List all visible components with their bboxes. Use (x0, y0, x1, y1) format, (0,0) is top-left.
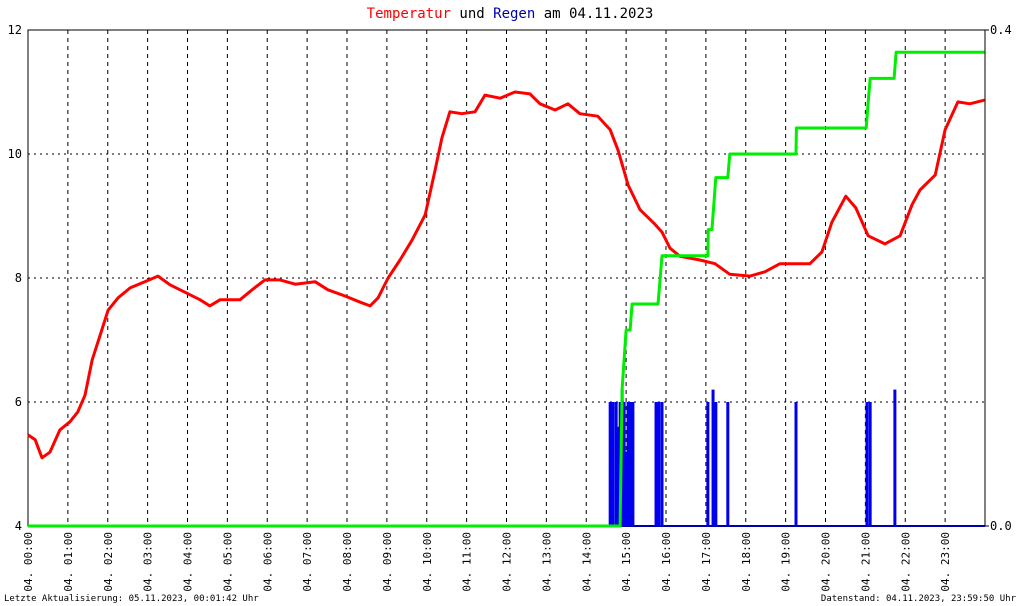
x-tick-label: 04. 13:00 (540, 532, 553, 592)
y-tick-label: 8 (15, 271, 22, 285)
x-tick-label: 04. 04:00 (182, 532, 195, 592)
rain-bar (631, 402, 635, 526)
x-tick-label: 04. 10:00 (421, 532, 434, 592)
rain-bar (726, 402, 730, 526)
x-tick-label: 04. 00:00 (22, 532, 35, 592)
rain-bar (706, 402, 710, 526)
chart-title: Temperatur und Regen am 04.11.2023 (367, 6, 654, 22)
y-tick-label: 4 (15, 519, 22, 533)
rain-bar (614, 402, 618, 526)
title-word: am 04.11.2023 (544, 6, 654, 22)
rain-bar (714, 402, 718, 526)
y-tick-label: 10 (8, 147, 22, 161)
rain-bar (616, 426, 620, 526)
x-tick-label: 04. 22:00 (899, 532, 912, 592)
x-tick-label: 04. 09:00 (381, 532, 394, 592)
y2-tick-label: 0.4 (990, 23, 1012, 37)
x-tick-label: 04. 08:00 (341, 532, 354, 592)
rain-bar (626, 402, 630, 526)
x-tick-label: 04. 01:00 (62, 532, 75, 592)
rain-bar (794, 402, 798, 526)
x-tick-label: 04. 16:00 (660, 532, 673, 592)
title-rain: Regen (493, 6, 535, 22)
rain-bar (660, 402, 664, 526)
rain-bar (657, 402, 661, 526)
x-tick-label: 04. 11:00 (461, 532, 474, 592)
x-tick-label: 04. 12:00 (501, 532, 514, 592)
rain-bar (624, 451, 628, 526)
x-tick-label: 04. 23:00 (939, 532, 952, 592)
title-word: und (459, 6, 484, 22)
rain-bar (628, 402, 632, 526)
rain-bar (608, 402, 612, 526)
title-temperature: Temperatur (367, 6, 451, 22)
x-tick-label: 04. 05:00 (221, 532, 234, 592)
footer-right: Datenstand: 04.11.2023, 23:59:50 Uhr (821, 594, 1017, 604)
x-tick-label: 04. 03:00 (142, 532, 155, 592)
x-tick-label: 04. 06:00 (261, 532, 274, 592)
y-tick-label: 6 (15, 395, 22, 409)
rain-bar (622, 402, 626, 526)
x-tick-label: 04. 07:00 (301, 532, 314, 592)
x-tick-label: 04. 21:00 (859, 532, 872, 592)
x-tick-label: 04. 17:00 (700, 532, 713, 592)
rain-bar (654, 402, 658, 526)
rain-bar (711, 389, 715, 526)
series-line (27, 90, 985, 460)
x-tick-label: 04. 20:00 (820, 532, 833, 592)
footer-left: Letzte Aktualisierung: 05.11.2023, 00:01… (4, 594, 259, 604)
y-tick-label: 12 (8, 23, 22, 37)
y2-tick-label: 0.0 (990, 519, 1012, 533)
rain-bar (868, 402, 872, 526)
rain-bar (893, 389, 897, 526)
x-tick-label: 04. 02:00 (102, 532, 115, 592)
x-tick-label: 04. 15:00 (620, 532, 633, 592)
x-tick-label: 04. 19:00 (780, 532, 793, 592)
x-tick-label: 04. 14:00 (580, 532, 593, 592)
series-line (28, 50, 985, 528)
rain-bar (611, 402, 615, 526)
x-tick-label: 04. 18:00 (740, 532, 753, 592)
rain-bar (865, 402, 869, 526)
